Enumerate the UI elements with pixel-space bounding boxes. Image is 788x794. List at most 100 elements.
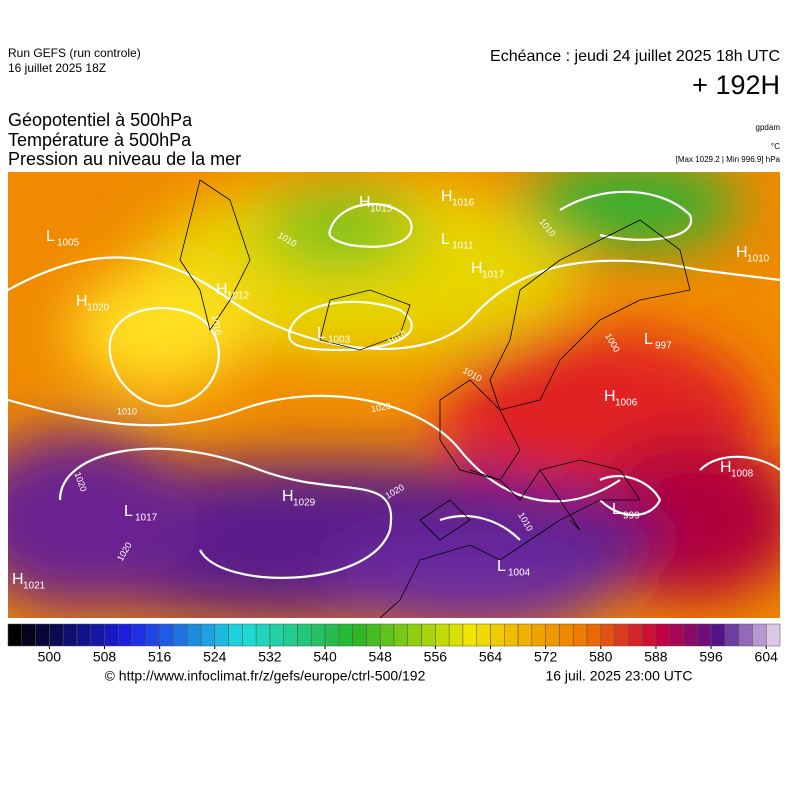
- center-kind: H: [441, 188, 453, 205]
- colorbar-cell: [379, 623, 395, 647]
- colorbar-cell: [90, 623, 105, 647]
- center-pressure: 1017: [482, 270, 505, 281]
- unit: [Max 1029.2 | Min 996.9] hPa: [676, 155, 781, 164]
- colorbar-cell: [352, 623, 367, 647]
- colorbar-cell: [572, 623, 588, 647]
- colorbar-tick-label: 588: [644, 649, 668, 665]
- center-pressure: 1012: [227, 291, 250, 302]
- colorbar-cell: [586, 623, 602, 647]
- center-pressure: 1011: [452, 241, 474, 252]
- colorbar-cell: [62, 623, 78, 647]
- colorbar-cell: [531, 623, 546, 647]
- colorbar-cell: [614, 623, 629, 647]
- center-kind: H: [720, 459, 732, 476]
- colorbar-cell: [517, 623, 533, 647]
- colorbar-cell: [269, 623, 284, 647]
- center-kind: L: [497, 558, 506, 575]
- colorbar-cell: [311, 623, 326, 647]
- colorbar-cell: [738, 623, 753, 647]
- center-pressure: 1020: [87, 303, 110, 314]
- center-pressure: 1005: [57, 238, 80, 249]
- title: Température à 500hPa: [8, 130, 192, 150]
- colorbar-cell: [118, 623, 133, 647]
- isobar-label: 1010: [117, 406, 137, 416]
- colorbar-cell: [641, 623, 657, 647]
- colorbar-cell: [407, 623, 422, 647]
- colorbar-cell: [752, 623, 767, 647]
- center-kind: H: [359, 194, 371, 211]
- title: Géopotentiel à 500hPa: [8, 110, 193, 130]
- colorbar-tick-label: 604: [755, 649, 779, 665]
- colorbar-cell: [697, 623, 712, 647]
- valid-time: Echéance : jeudi 24 juillet 2025 18h UTC: [490, 48, 780, 65]
- center-kind: L: [612, 501, 621, 518]
- colorbar-cell: [765, 623, 781, 647]
- colorbar-cell: [104, 623, 119, 647]
- colorbar-cell: [421, 623, 436, 647]
- colorbar-cell: [600, 623, 615, 647]
- colorbar-cell: [173, 623, 188, 647]
- colorbar-cell: [186, 623, 202, 647]
- colorbar-cell: [159, 623, 174, 647]
- colorbar-tick-label: 548: [369, 649, 393, 665]
- center-kind: H: [12, 571, 24, 588]
- center-kind: L: [644, 331, 653, 348]
- colorbar-cell: [669, 623, 684, 647]
- colorbar-cell: [49, 623, 64, 647]
- colorbar-tick-label: 500: [38, 649, 62, 665]
- colorbar-cell: [710, 623, 726, 647]
- colorbar-tick-label: 572: [534, 649, 558, 665]
- center-kind: L: [124, 503, 133, 520]
- source: © http://www.infoclimat.fr/z/gefs/europe…: [105, 668, 426, 684]
- issued: 16 juil. 2025 23:00 UTC: [545, 668, 692, 684]
- center-pressure: 1017: [135, 513, 158, 524]
- colorbar-cell: [338, 623, 353, 647]
- title: Pression au niveau de la mer: [8, 149, 241, 169]
- run-date: 16 juillet 2025 18Z: [8, 61, 106, 75]
- colorbar-cell: [448, 623, 464, 647]
- center-kind: H: [282, 488, 294, 505]
- center-pressure: 1021: [23, 581, 46, 592]
- colorbar-cell: [145, 623, 160, 647]
- center-kind: H: [216, 281, 228, 298]
- center-pressure: 997: [655, 341, 672, 352]
- colorbar-cell: [435, 623, 450, 647]
- center-pressure: 999: [623, 511, 640, 522]
- colorbar-cell: [214, 623, 229, 647]
- colorbar-cell: [393, 623, 409, 647]
- colorbar-tick-label: 564: [479, 649, 503, 665]
- center-pressure: 1010: [747, 254, 770, 265]
- colorbar-tick-label: 508: [93, 649, 117, 665]
- colorbar-cell: [462, 623, 477, 647]
- colorbar-cell: [545, 623, 560, 647]
- colorbar-tick-label: 580: [589, 649, 613, 665]
- colorbar-cell: [366, 623, 381, 647]
- colorbar-cell: [504, 623, 519, 647]
- unit: °C: [771, 142, 780, 151]
- center-kind: L: [46, 228, 55, 245]
- center-kind: L: [441, 231, 450, 248]
- center-pressure: 1029: [293, 498, 316, 509]
- colorbar-cell: [255, 623, 271, 647]
- colorbar-cell: [200, 623, 216, 647]
- colorbar-tick-label: 596: [699, 649, 723, 665]
- colorbar-cell: [655, 623, 670, 647]
- colorbar-cell: [131, 623, 147, 647]
- lead-time: + 192H: [692, 70, 780, 100]
- map: [8, 172, 780, 618]
- colorbar-cell: [490, 623, 505, 647]
- unit: gpdam: [756, 123, 781, 132]
- isobar-label: 1020: [370, 401, 391, 414]
- colorbar-tick-label: 516: [148, 649, 172, 665]
- colorbar-cell: [7, 623, 23, 647]
- isobar-label: 1010: [210, 314, 223, 335]
- center-kind: H: [604, 388, 616, 405]
- center-pressure: 1003: [328, 335, 351, 346]
- colorbar-cell: [476, 623, 491, 647]
- colorbar-cell: [628, 623, 643, 647]
- center-pressure: 1008: [731, 469, 754, 480]
- center-kind: L: [317, 325, 326, 342]
- colorbar-cell: [297, 623, 312, 647]
- center-pressure: 1004: [508, 568, 531, 579]
